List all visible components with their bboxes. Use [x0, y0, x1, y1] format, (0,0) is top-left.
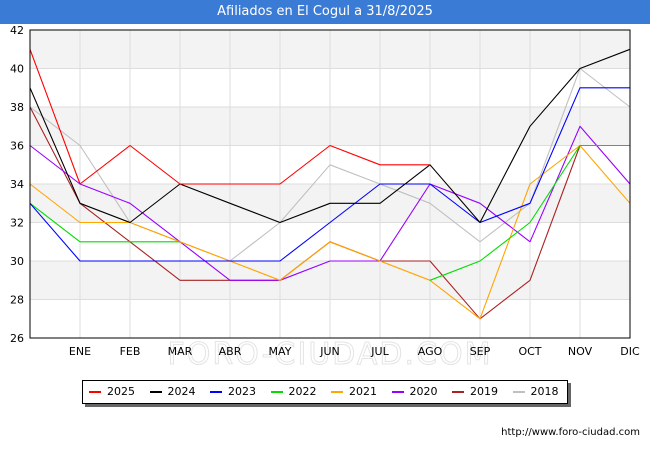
legend-item-2018: 2018: [512, 381, 559, 403]
y-tick-label: 26: [10, 332, 24, 345]
y-tick-label: 30: [10, 255, 24, 268]
legend-item-2020: 2020: [391, 381, 438, 403]
legend-label: 2023: [228, 385, 256, 398]
legend-swatch: [270, 391, 283, 393]
legend-label: 2020: [409, 385, 438, 398]
legend-item-2022: 2022: [270, 381, 317, 403]
legend-item-2025: 2025: [89, 381, 135, 403]
watermark: FORO-CIUDAD.COM: [168, 337, 493, 372]
x-tick-label: FEB: [120, 345, 141, 358]
x-tick-label: JUN: [319, 345, 340, 358]
y-tick-label: 28: [10, 294, 24, 307]
legend-swatch: [331, 391, 343, 393]
legend-label: 2019: [470, 385, 498, 398]
legend-swatch: [149, 391, 162, 393]
series-line-2023: [29, 87, 630, 262]
x-tick-label: NOV: [568, 345, 593, 358]
legend-label: 2018: [530, 385, 559, 398]
y-tick-label: 36: [10, 140, 24, 153]
y-tick-labels: 26 28 30 32 34 36 38 40 42: [10, 24, 24, 345]
plot-frame: [29, 29, 631, 339]
x-tick-labels: ENE FEB MAR ABR MAY JUN JUL AGO SEP OCT NOV DIC: [69, 345, 640, 358]
x-tick-label: ABR: [219, 345, 242, 358]
legend-label: 2024: [167, 385, 196, 398]
y-tick-label: 42: [10, 24, 24, 37]
legend-item-2019: 2019: [452, 381, 498, 403]
x-tick-label: SEP: [470, 345, 491, 358]
legend-label: 2021: [349, 385, 377, 398]
legend-label: 2022: [288, 385, 317, 398]
y-tick-label: 40: [10, 63, 24, 76]
legend-item-2024: 2024: [149, 381, 196, 403]
chart-title: Afiliados en El Cogul a 31/8/2025: [217, 4, 433, 19]
title-bar: [0, 0, 650, 24]
legend-swatch: [89, 391, 101, 393]
legend-item-2023: 2023: [210, 381, 256, 403]
legend-swatch: [512, 391, 525, 393]
legend-swatch: [391, 391, 404, 393]
series-line-2022: [29, 144, 630, 281]
legend-label: 2025: [107, 385, 135, 398]
x-tick-label: ENE: [69, 345, 91, 358]
series-line-2020: [29, 125, 631, 281]
x-tick-label: OCT: [518, 345, 541, 358]
x-tick-label: JUL: [370, 345, 389, 358]
legend-item-2021: 2021: [331, 381, 377, 403]
y-tick-label: 38: [10, 101, 24, 114]
x-tick-label: MAR: [168, 345, 193, 358]
series-line-2024: [29, 48, 631, 224]
x-tick-label: DIC: [620, 345, 640, 358]
y-tick-label: 34: [10, 178, 24, 191]
y-tick-label: 32: [10, 217, 24, 230]
series-line-2025: [29, 49, 430, 185]
legend-swatch: [210, 391, 222, 393]
series-lines: [29, 48, 631, 320]
source-url: http://www.foro-ciudad.com: [501, 427, 640, 438]
legend: 2025 2024 2023 2022 2021 2020 2019 2018: [82, 380, 568, 404]
x-tick-label: MAY: [269, 345, 292, 358]
legend-swatch: [452, 391, 464, 393]
x-tick-label: AGO: [418, 345, 443, 358]
